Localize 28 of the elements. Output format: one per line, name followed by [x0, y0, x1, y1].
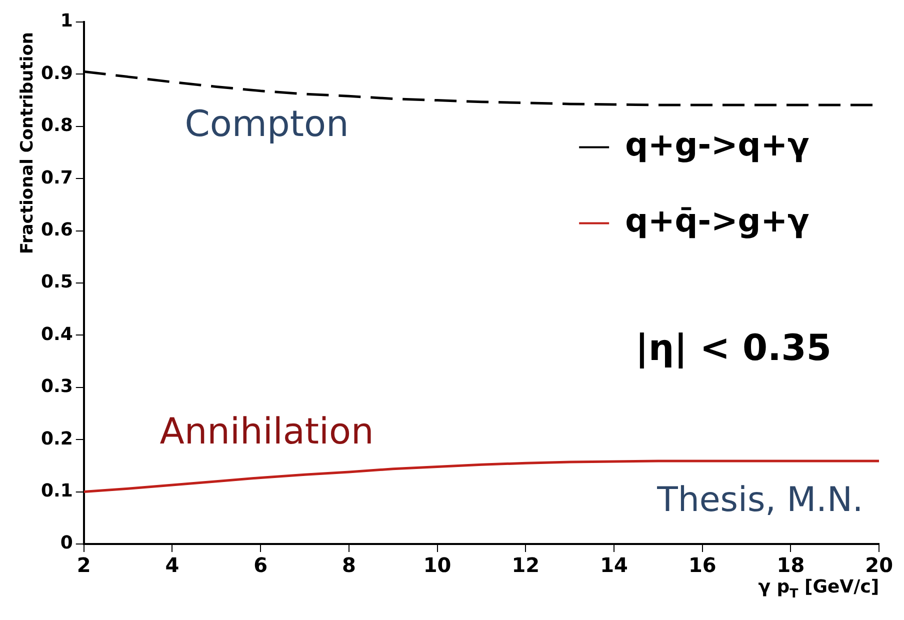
y-tick-label: 1: [60, 10, 73, 32]
y-tick-label: 0.9: [40, 62, 73, 84]
x-tick-label: 14: [600, 553, 628, 578]
x-tick-label: 4: [165, 553, 180, 578]
annotation: Compton: [184, 104, 349, 145]
x-tick-label: 18: [776, 553, 805, 578]
annotation: |η| < 0.35: [635, 328, 832, 370]
x-tick-label: 10: [423, 553, 452, 578]
y-tick-label: 0.8: [40, 115, 73, 136]
annotation: Annihilation: [160, 412, 374, 453]
x-tick-label: 8: [342, 553, 356, 578]
legend-label: q+g->q+γ: [625, 126, 810, 164]
y-tick-label: 0.6: [40, 219, 73, 240]
x-tick-label: 20: [865, 553, 894, 578]
legend-label: q+q̄->g+γ: [625, 202, 810, 240]
x-tick-label: 2: [76, 553, 91, 578]
y-tick-label: 0.3: [40, 376, 73, 398]
y-tick-label: 0: [60, 532, 73, 554]
y-tick-label: 0.1: [40, 480, 73, 502]
y-tick-label: 0.4: [40, 324, 73, 345]
x-tick-label: 12: [512, 553, 540, 578]
y-axis-title: Fractional Contribution: [17, 32, 38, 254]
y-tick-label: 0.5: [40, 272, 73, 293]
x-tick-label: 6: [254, 553, 268, 578]
x-tick-label: 16: [688, 553, 716, 578]
y-tick-label: 0.2: [40, 428, 73, 450]
annotation: Thesis, M.N.: [656, 480, 864, 520]
y-tick-label: 0.7: [40, 167, 73, 188]
